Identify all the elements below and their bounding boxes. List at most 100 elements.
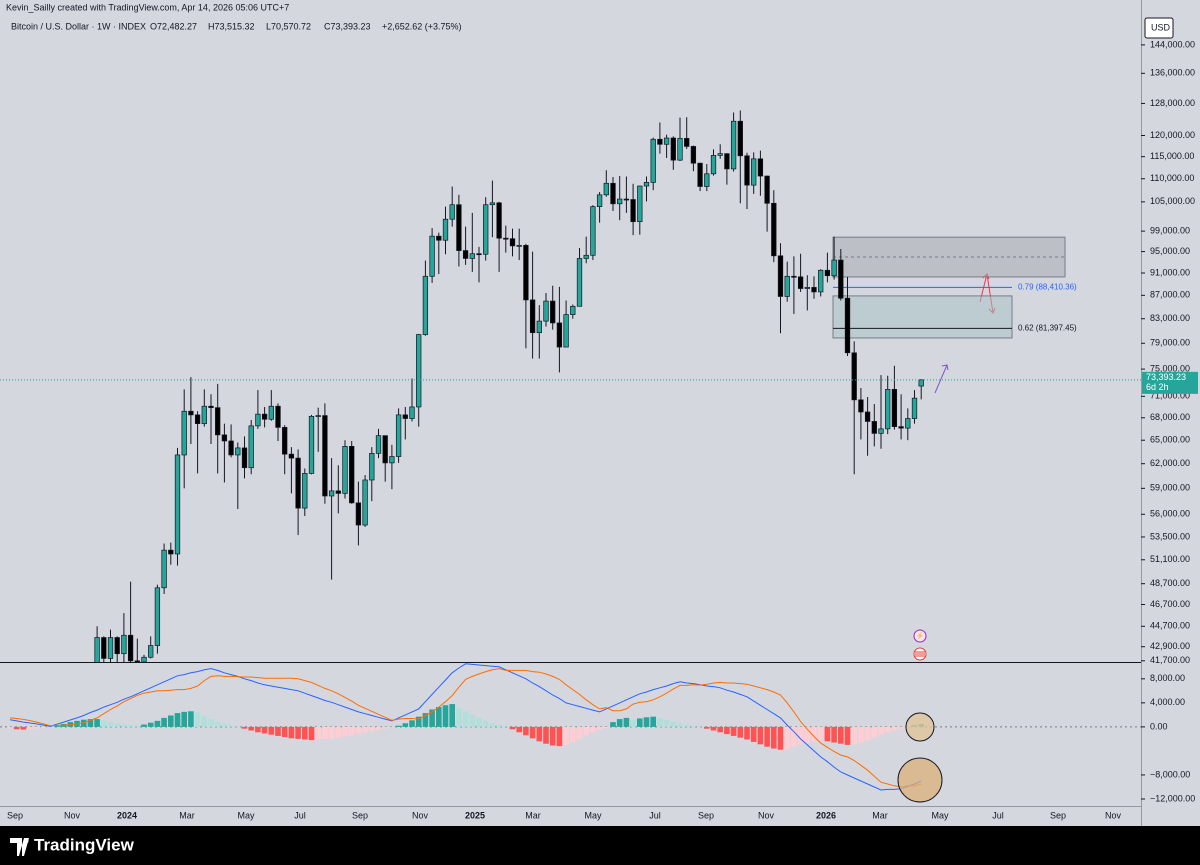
- candle-body: [362, 479, 368, 526]
- histogram-bar: [449, 704, 455, 727]
- candle-body: [335, 490, 341, 494]
- candle-body: [871, 421, 877, 434]
- bar-countdown: 6d 2h: [1146, 382, 1169, 392]
- candle-body: [677, 138, 683, 161]
- histogram-bar: [791, 726, 797, 747]
- histogram-bar: [744, 726, 750, 740]
- histogram-bar: [503, 726, 509, 727]
- candle-body: [757, 158, 764, 177]
- histogram-bar: [161, 717, 167, 727]
- candle-body: [154, 587, 161, 646]
- y-tick-label: 59,000.00: [1150, 483, 1190, 493]
- x-tick-label: Jul: [992, 810, 1004, 820]
- histogram-bar: [737, 726, 744, 738]
- histogram-bar: [241, 726, 248, 729]
- currency-badge[interactable]: [1144, 17, 1174, 39]
- y-tick-label: 136,000.00: [1150, 68, 1195, 78]
- candle-body: [282, 427, 288, 455]
- histogram-bar: [168, 715, 174, 727]
- histogram-bar: [235, 726, 241, 728]
- candle-body: [670, 137, 676, 161]
- histogram-bar: [469, 714, 476, 727]
- candle-body: [710, 155, 717, 175]
- histogram-bar: [101, 720, 107, 727]
- candle-body: [476, 253, 482, 256]
- histogram-bar: [255, 726, 261, 733]
- candle-body: [121, 634, 127, 655]
- candle-body: [302, 473, 308, 509]
- last-price-badge: [1142, 371, 1198, 394]
- y-tick-label: 51,100.00: [1150, 554, 1190, 564]
- candle-body: [891, 389, 898, 427]
- histogram-bar: [462, 711, 469, 727]
- histogram-bar: [556, 726, 563, 747]
- histogram-bar: [121, 724, 127, 727]
- candle-body: [751, 158, 757, 186]
- histogram-bar: [127, 725, 134, 727]
- candle-body: [395, 414, 402, 457]
- histogram-bar: [844, 726, 851, 745]
- histogram-bar: [590, 726, 596, 733]
- y-tick-label: −8,000.00: [1150, 769, 1190, 779]
- candle-body: [838, 259, 844, 299]
- histogram-bar: [724, 726, 730, 735]
- candle-body: [804, 287, 810, 289]
- candle-body: [878, 428, 884, 434]
- y-tick-label: 48,700.00: [1150, 578, 1190, 588]
- histogram-bar: [858, 726, 864, 743]
- x-tick-label: 2024: [117, 810, 137, 820]
- candle-body: [228, 440, 234, 456]
- symbol-title[interactable]: Bitcoin / U.S. Dollar · 1W · INDEX: [11, 21, 146, 31]
- candle-body: [617, 198, 623, 205]
- histogram-bar: [489, 723, 496, 727]
- candle-body: [328, 490, 335, 497]
- histogram-bar: [683, 724, 690, 727]
- y-tick-label: 53,500.00: [1150, 531, 1190, 541]
- histogram-bar: [422, 713, 429, 727]
- y-tick-label: 46,700.00: [1150, 599, 1190, 609]
- histogram-bar: [442, 705, 449, 727]
- candle-body: [831, 259, 837, 277]
- histogram-bar: [797, 726, 804, 745]
- y-tick-label: 71,000.00: [1150, 391, 1190, 401]
- candle-body: [315, 415, 321, 417]
- histogram-bar: [389, 726, 395, 728]
- histogram-bar: [114, 723, 120, 727]
- event-icon[interactable]: [913, 629, 927, 643]
- candle-body: [637, 185, 643, 223]
- histogram-bar: [362, 726, 368, 733]
- candle-body: [797, 276, 804, 289]
- histogram-bar: [616, 719, 623, 727]
- candle-body: [375, 435, 382, 454]
- candle-body: [469, 253, 475, 259]
- footer-bar: [0, 826, 1200, 865]
- histogram-bar: [704, 726, 710, 729]
- histogram-bar: [27, 726, 33, 730]
- arrow-annotation: [934, 364, 949, 394]
- histogram-bar: [750, 726, 757, 742]
- attribution: Kevin_Sailly created with TradingView.co…: [6, 2, 289, 12]
- ohlc-value: C73,393.23: [324, 21, 371, 31]
- candle-body: [208, 405, 214, 409]
- candle-body: [650, 138, 656, 183]
- candle-body: [181, 410, 187, 456]
- histogram-bar: [415, 716, 422, 727]
- fib-level-label: 0.79 (88,410.36): [1018, 282, 1077, 291]
- candle-body: [449, 204, 455, 220]
- histogram-bar: [764, 726, 770, 747]
- candle-body: [663, 137, 670, 145]
- histogram-bar: [643, 717, 650, 727]
- x-tick-label: May: [584, 810, 602, 820]
- histogram-bar: [436, 707, 442, 727]
- histogram-bar: [275, 726, 281, 736]
- candle-body: [630, 199, 636, 223]
- y-tick-label: 95,000.00: [1150, 246, 1190, 256]
- candle-body: [349, 446, 355, 504]
- candle-body: [550, 300, 556, 324]
- candle-body: [483, 204, 489, 255]
- candle-body: [322, 415, 328, 497]
- candle-body: [288, 453, 295, 459]
- candle-body: [730, 120, 737, 170]
- candle-body: [94, 637, 100, 662]
